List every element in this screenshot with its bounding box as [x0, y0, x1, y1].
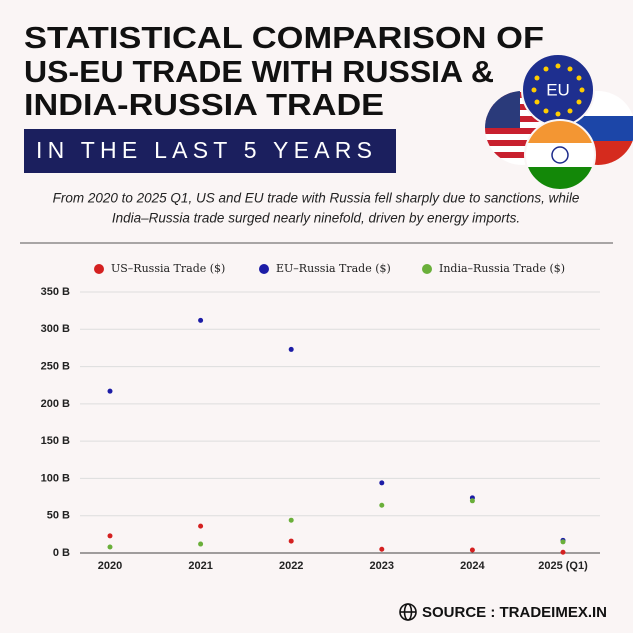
data-point [107, 533, 113, 539]
y-tick-label: 150 B [41, 435, 70, 447]
legend-marker [422, 264, 432, 274]
data-point [198, 317, 204, 323]
title-line: STATISTICAL COMPARISON OF [24, 20, 544, 55]
data-point [379, 546, 385, 552]
y-tick-label: 250 B [41, 360, 70, 372]
legend-label: India–Russia Trade ($) [439, 262, 565, 275]
data-point [288, 538, 294, 544]
x-tick-label: 2023 [370, 560, 394, 572]
legend-marker [94, 264, 104, 274]
y-tick-label: 0 B [53, 547, 70, 559]
data-point [379, 480, 385, 486]
chart: 0 B 50 B 100 B 150 B 200 B 250 B 300 B 350 B 202… [41, 262, 600, 572]
x-tick-label: 2024 [460, 560, 485, 572]
y-tick-label: 350 B [41, 286, 70, 298]
y-tick-label: 200 B [41, 398, 70, 410]
globe-icon [399, 603, 417, 621]
data-point [469, 547, 475, 553]
flag-label: EU [546, 80, 570, 99]
data-point [198, 523, 204, 529]
x-tick-label: 2020 [98, 560, 122, 572]
data-point [107, 388, 113, 394]
x-tick-label: 2021 [188, 560, 212, 572]
y-tick-label: 100 B [41, 472, 70, 484]
data-point [379, 502, 385, 508]
data-point [288, 346, 294, 352]
description-line: From 2020 to 2025 Q1, US and EU trade wi… [53, 191, 580, 206]
x-tick-label: 2022 [279, 560, 303, 572]
x-tick-label: 2025 (Q1) [538, 560, 588, 572]
description-line: India–Russia trade surged nearly ninefol… [112, 211, 520, 226]
legend-marker [259, 264, 269, 274]
title-line: US-EU TRADE WITH RUSSIA & [24, 54, 494, 89]
data-point [107, 544, 113, 550]
source: SOURCE : TRADEIMEX.IN [422, 604, 607, 621]
data-point [469, 498, 475, 504]
legend-label: US–Russia Trade ($) [111, 262, 225, 275]
data-point [288, 517, 294, 523]
banner [24, 129, 396, 173]
data-point [198, 541, 204, 547]
y-tick-label: 50 B [47, 510, 70, 522]
legend-label: EU–Russia Trade ($) [276, 262, 391, 275]
title-line: INDIA-RUSSIA TRADE [24, 87, 384, 122]
banner-text: IN THE LAST 5 YEARS [36, 137, 376, 163]
y-tick-label: 300 B [41, 323, 70, 335]
data-point [560, 549, 566, 555]
data-point [560, 539, 566, 545]
